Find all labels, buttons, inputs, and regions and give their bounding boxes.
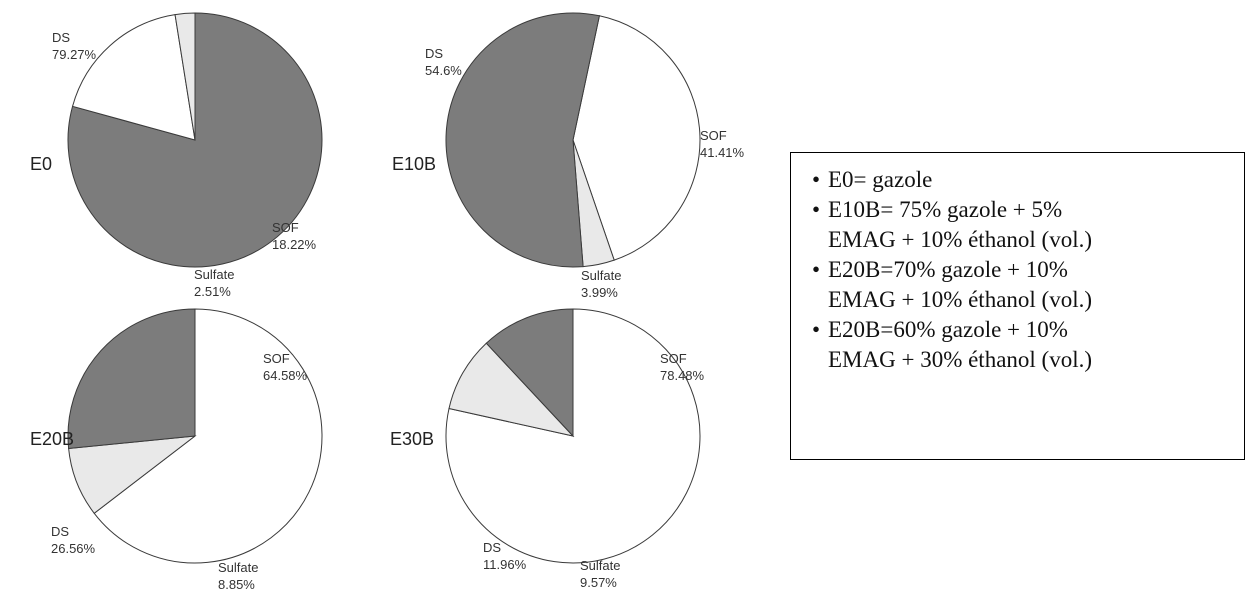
slice-label-name: Sulfate [580, 558, 620, 573]
chart-title: E30B [390, 429, 434, 449]
slice-label-value: 54.6% [425, 63, 462, 78]
chart-title: E0 [30, 154, 52, 174]
slice-label-name: SOF [263, 351, 290, 366]
legend-box: • E0= gazole • E10B= 75% gazole + 5% EMAG +… [790, 152, 1245, 460]
slice-label-value: 9.57% [580, 575, 617, 590]
legend-item-e20b: • E20B=70% gazole + 10% EMAG + 10% éthanol… [812, 257, 1093, 312]
legend-item-text: E20B=60% gazole + 10% EMAG + 30% éthanol … [828, 317, 1093, 372]
slice-sof [93, 308, 323, 564]
legend-item-text: E0= gazole [828, 167, 933, 192]
legend-item-e30b: • E20B=60% gazole + 10% EMAG + 30% éthanol… [812, 317, 1093, 372]
chart-title: E10B [392, 154, 436, 174]
slice-ds [485, 308, 574, 438]
slice-sof [71, 14, 196, 141]
slice-label-name: DS [52, 30, 70, 45]
slice-label-value: 3.99% [581, 285, 618, 300]
chart-title: E20B [30, 429, 74, 449]
slice-label-value: 18.22% [272, 237, 317, 252]
slice-sof [572, 15, 701, 261]
slice-label-value: 78.48% [660, 368, 705, 383]
slice-label-name: SOF [272, 220, 299, 235]
pie-e0: E0 DS 79.27% SOF 18.22% Sulfate 2.51% [30, 12, 323, 299]
slice-label-name: Sulfate [218, 560, 258, 575]
slice-label-name: Sulfate [194, 267, 234, 282]
pie-e30b: E30B DS 11.96% SOF 78.48% Sulfate 9.57% [390, 308, 705, 590]
slice-sof [445, 308, 701, 564]
legend-item-text: E20B=70% gazole + 10% EMAG + 10% éthanol … [828, 257, 1093, 312]
pie-charts: E0 DS 79.27% SOF 18.22% Sulfate 2.51% E10B DS 54.… [30, 12, 745, 592]
slice-label-value: 64.58% [263, 368, 308, 383]
slice-label-name: DS [51, 524, 69, 539]
slice-label-value: 11.96% [483, 557, 527, 572]
slice-label-name: SOF [660, 351, 687, 366]
slice-sulfate [448, 342, 575, 437]
slice-label-value: 8.85% [218, 577, 255, 592]
pie-e10b: E10B DS 54.6% SOF 41.41% Sulfate 3.99% [392, 12, 745, 300]
slice-label-name: DS [483, 540, 501, 555]
slice-ds [445, 12, 600, 268]
legend-item-e10b: • E10B= 75% gazole + 5% EMAG + 10% éthanol… [812, 197, 1093, 252]
slice-label-value: 79.27% [52, 47, 97, 62]
slice-label-name: SOF [700, 128, 727, 143]
slice-label-value: 41.41% [700, 145, 745, 160]
slice-label-value: 26.56% [51, 541, 96, 556]
legend-item-e0: • E0= gazole [812, 167, 933, 192]
slice-sulfate [174, 12, 196, 141]
slice-ds [67, 308, 196, 449]
pie-e20b: E20B DS 26.56% SOF 64.58% Sulfate 8.85% [30, 308, 323, 592]
slice-label-value: 2.51% [194, 284, 231, 299]
slice-label-name: Sulfate [581, 268, 621, 283]
legend-item-text: E10B= 75% gazole + 5% EMAG + 10% éthanol … [828, 197, 1093, 252]
slice-label-name: DS [425, 46, 443, 61]
